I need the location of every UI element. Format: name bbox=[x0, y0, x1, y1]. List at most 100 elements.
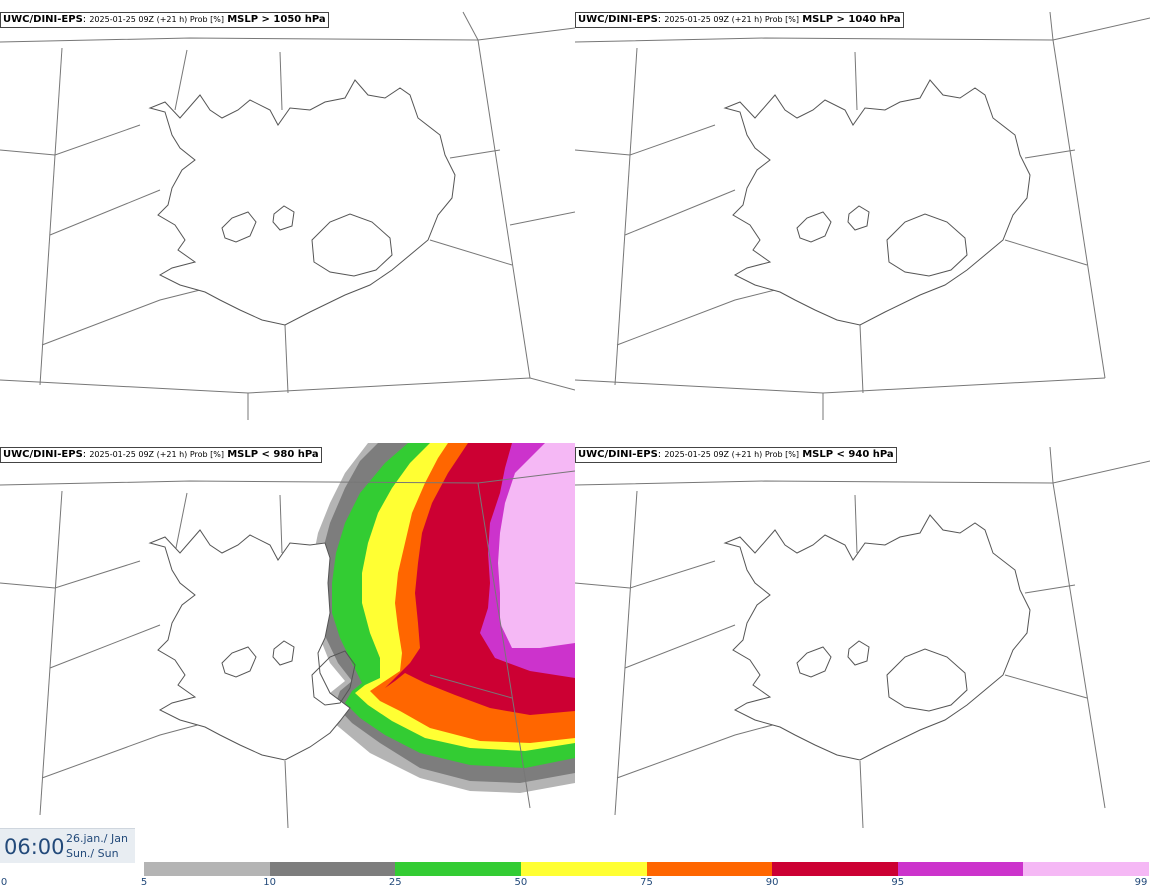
grid-line bbox=[624, 189, 736, 236]
grid-line bbox=[624, 624, 736, 669]
glacier-outline bbox=[886, 213, 968, 277]
grid-line bbox=[429, 674, 513, 699]
probability-field bbox=[310, 443, 575, 793]
iceland-coastline bbox=[723, 79, 1031, 326]
run-meta: 2025-01-25 09Z (+21 h) Prob [%] bbox=[89, 450, 225, 459]
glacier-outline bbox=[886, 648, 968, 712]
grid-line bbox=[449, 149, 501, 159]
grid-line bbox=[616, 284, 796, 346]
variable-name: MSLP < 980 hPa bbox=[227, 449, 319, 460]
grid-line bbox=[462, 11, 479, 41]
panel-title-2: UWC/DINI-EPS: 2025-01-25 09Z (+21 h) Pro… bbox=[575, 12, 904, 28]
variable-name: MSLP > 1040 hPa bbox=[802, 14, 901, 25]
colorbar-segment bbox=[646, 862, 773, 876]
colorbar-tick-label: 90 bbox=[765, 877, 779, 888]
map-panel-4: UWC/DINI-EPS: 2025-01-25 09Z (+21 h) Pro… bbox=[575, 443, 1150, 828]
grid-line bbox=[0, 470, 575, 486]
run-meta: 2025-01-25 09Z (+21 h) Prob [%] bbox=[664, 450, 800, 459]
colorbar-segment bbox=[520, 862, 647, 876]
grid-line bbox=[429, 239, 513, 266]
grid-line bbox=[174, 49, 188, 111]
grid-line bbox=[575, 377, 1106, 394]
grid-line bbox=[39, 490, 63, 816]
run-meta: 2025-01-25 09Z (+21 h) Prob [%] bbox=[664, 15, 800, 24]
model-name: UWC/DINI-EPS bbox=[578, 14, 658, 25]
grid-line bbox=[1052, 482, 1106, 809]
grid-line bbox=[1004, 239, 1088, 266]
colorbar-tick-label: 99 bbox=[1134, 877, 1148, 888]
map-svg-3 bbox=[0, 443, 575, 828]
map-svg-1 bbox=[0, 11, 575, 420]
glacier-outline bbox=[311, 650, 356, 706]
colorbar-segment bbox=[897, 862, 1024, 876]
grid-line bbox=[1049, 446, 1054, 484]
glacier-outline bbox=[796, 646, 832, 678]
grid-line bbox=[614, 47, 638, 386]
variable-name: MSLP > 1050 hPa bbox=[227, 14, 326, 25]
grid-line bbox=[575, 460, 1150, 486]
grid-line bbox=[614, 490, 638, 816]
colorbar-tick-label: 50 bbox=[514, 877, 528, 888]
map-panel-2: UWC/DINI-EPS: 2025-01-25 09Z (+21 h) Pro… bbox=[575, 0, 1150, 432]
colorbar-tick-label: 0 bbox=[0, 877, 8, 888]
grid-line bbox=[279, 494, 283, 554]
grid-line bbox=[279, 51, 283, 111]
iceland-coastline bbox=[148, 79, 456, 326]
grid-line bbox=[49, 189, 161, 236]
grid-line bbox=[1024, 149, 1076, 159]
map-svg-4 bbox=[575, 446, 1150, 828]
glacier-outline bbox=[221, 646, 257, 678]
colorbar-tick-label: 5 bbox=[140, 877, 148, 888]
colorbar-tick-label: 25 bbox=[388, 877, 402, 888]
colorbar-segment bbox=[1023, 862, 1149, 876]
grid-line bbox=[575, 17, 1150, 43]
colorbar-tick-label: 10 bbox=[263, 877, 276, 888]
grid-line bbox=[284, 324, 289, 394]
colorbar-segment bbox=[395, 862, 521, 876]
valid-time: 06:00 bbox=[4, 835, 65, 859]
glacier-outline bbox=[847, 640, 870, 666]
grid-line bbox=[859, 324, 864, 394]
grid-line bbox=[0, 124, 141, 156]
run-meta: 2025-01-25 09Z (+21 h) Prob [%] bbox=[89, 15, 225, 24]
grid-line bbox=[0, 27, 575, 43]
map-panel-3: UWC/DINI-EPS: 2025-01-25 09Z (+21 h) Pro… bbox=[0, 443, 575, 828]
glacier-outline bbox=[272, 205, 295, 231]
grid-line bbox=[575, 560, 716, 589]
grid-line bbox=[0, 560, 141, 589]
grid-line bbox=[0, 377, 575, 394]
valid-day: Sun./ Sun bbox=[66, 847, 119, 860]
map-svg-2 bbox=[575, 11, 1150, 420]
grid-line bbox=[859, 760, 864, 828]
glacier-outline bbox=[311, 213, 393, 277]
colorbar-segment bbox=[144, 862, 270, 876]
model-name: UWC/DINI-EPS bbox=[3, 14, 83, 25]
iceland-coastline bbox=[148, 529, 351, 761]
grid-line bbox=[284, 760, 289, 828]
prob-band-99 bbox=[498, 443, 575, 648]
valid-time-box: 06:00 26.jan./ Jan Sun./ Sun bbox=[0, 828, 135, 863]
variable-name: MSLP < 940 hPa bbox=[802, 449, 894, 460]
model-name: UWC/DINI-EPS bbox=[3, 449, 83, 460]
grid-line bbox=[41, 284, 221, 346]
colorbar-segment bbox=[772, 862, 898, 876]
grid-line bbox=[39, 47, 63, 386]
colorbar-tick-label: 75 bbox=[640, 877, 653, 888]
glacier-outline bbox=[221, 211, 257, 243]
grid-line bbox=[1052, 39, 1106, 379]
panel-title-4: UWC/DINI-EPS: 2025-01-25 09Z (+21 h) Pro… bbox=[575, 447, 897, 463]
grid-line bbox=[174, 492, 188, 554]
grid-line bbox=[509, 211, 575, 226]
grid-line bbox=[854, 51, 858, 111]
grid-line bbox=[616, 718, 796, 779]
grid-line bbox=[1024, 584, 1076, 594]
panel-title-3: UWC/DINI-EPS: 2025-01-25 09Z (+21 h) Pro… bbox=[0, 447, 322, 463]
grid-line bbox=[575, 124, 716, 156]
colorbar bbox=[144, 862, 1149, 876]
glacier-outline bbox=[272, 640, 295, 666]
grid-line bbox=[49, 624, 161, 669]
model-name: UWC/DINI-EPS bbox=[578, 449, 658, 460]
colorbar-tick-label: 95 bbox=[891, 877, 905, 888]
map-panel-1: UWC/DINI-EPS: 2025-01-25 09Z (+21 h) Pro… bbox=[0, 0, 575, 432]
glacier-outline bbox=[796, 211, 832, 243]
